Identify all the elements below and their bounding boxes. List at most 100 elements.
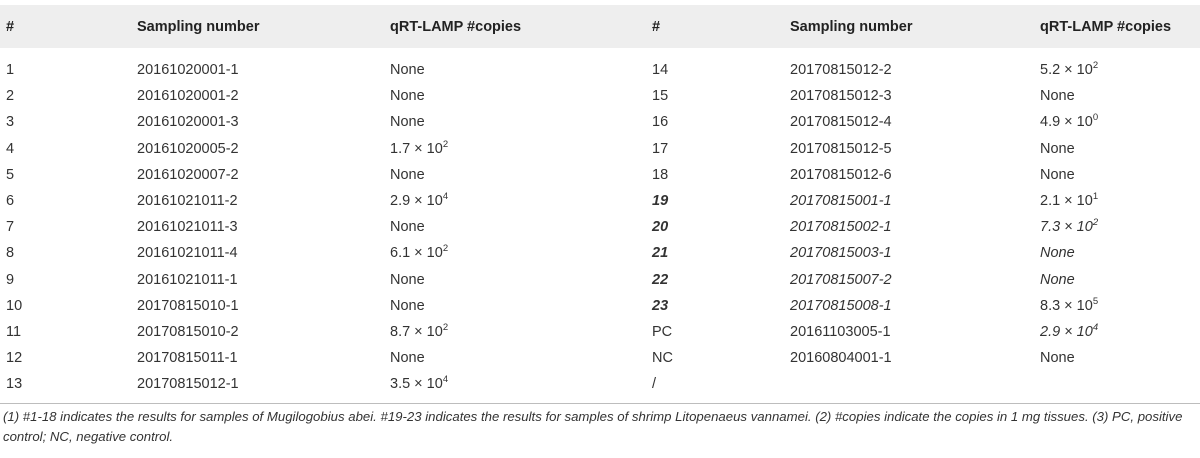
copies-value: 5.2 × 10: [1040, 62, 1093, 79]
table-row: 1 20161020001-1 None 14 20170815012-2 5.2 × 1…: [0, 48, 1200, 83]
cell-copies-right: 8.3 × 105: [1040, 293, 1200, 319]
cell-copies-left: None: [390, 214, 652, 240]
cell-num-right: PC: [652, 323, 673, 340]
cell-copies-left: None: [390, 48, 652, 83]
copies-value: None: [390, 350, 425, 367]
cell-num-left: 11: [6, 323, 22, 340]
table-row: 12 20170815011-1 None NC 20160804001-1 None: [0, 345, 1200, 371]
cell-copies-left: None: [390, 267, 652, 293]
cell-num-right: 22: [652, 271, 669, 288]
table-row: 8 20161021011-4 6.1 × 102 21 20170815003-1 No…: [0, 240, 1200, 266]
cell-num-right: 21: [652, 245, 669, 262]
cell-num-left: 7: [6, 219, 15, 236]
cell-sample-left: 20161021011-3: [137, 219, 238, 236]
cell-sample-right: 20160804001-1: [790, 350, 892, 367]
copies-value: 2.9 × 10: [1040, 323, 1093, 340]
cell-copies-left: None: [390, 109, 652, 135]
header-sample-right: Sampling number: [790, 5, 1040, 48]
copies-value: 1.7 × 10: [390, 140, 443, 157]
cell-sample-left: 20170815012-1: [137, 376, 239, 393]
cell-num-left: 12: [6, 350, 23, 367]
copies-exponent: 2: [1092, 217, 1099, 229]
cell-sample-left: 20170815010-1: [137, 297, 239, 314]
cell-num-left: 9: [6, 271, 15, 288]
cell-sample-right: 20170815012-5: [790, 140, 892, 157]
header-sample-left: Sampling number: [137, 5, 390, 48]
cell-copies-right: None: [1040, 83, 1200, 109]
table-row: 2 20161020001-2 None 15 20170815012-3 None: [0, 83, 1200, 109]
copies-exponent: 4: [442, 374, 449, 386]
copies-value: 8.7 × 10: [390, 323, 443, 340]
cell-num-right: /: [652, 376, 657, 393]
cell-num-right: 14: [652, 62, 669, 79]
copies-value: None: [390, 271, 425, 288]
table-row: 3 20161020001-3 None 16 20170815012-4 4.9 × 1…: [0, 109, 1200, 135]
table-row: 6 20161021011-2 2.9 × 104 19 20170815001-1 2.…: [0, 188, 1200, 214]
copies-value: None: [1040, 245, 1075, 262]
copies-value: None: [390, 297, 425, 314]
cell-copies-right: 4.9 × 100: [1040, 109, 1200, 135]
cell-sample-left: 20161020001-1: [137, 62, 239, 79]
table-row: 9 20161021011-1 None 22 20170815007-2 None: [0, 267, 1200, 293]
table-footnote: (1) #1-18 indicates the results for samp…: [3, 409, 1183, 444]
cell-num-right: 19: [652, 193, 669, 210]
cell-copies-left: 1.7 × 102: [390, 136, 652, 162]
copies-exponent: 2: [442, 138, 449, 150]
cell-sample-left: 20161021011-1: [137, 271, 238, 288]
cell-sample-left: 20161020005-2: [137, 140, 239, 157]
cell-num-left: 8: [6, 245, 15, 262]
copies-value: 4.9 × 10: [1040, 114, 1093, 131]
copies-exponent: 4: [442, 191, 449, 203]
header-num-left: #: [0, 5, 137, 48]
table-row: 11 20170815010-2 8.7 × 102 PC 20161103005-1 2…: [0, 319, 1200, 345]
cell-copies-left: 2.9 × 104: [390, 188, 652, 214]
cell-copies-right: None: [1040, 267, 1200, 293]
header-row: # Sampling number qRT-LAMP #copies # Sam…: [0, 5, 1200, 48]
copies-value: None: [390, 166, 425, 183]
cell-copies-left: None: [390, 293, 652, 319]
cell-sample-right: 20170815012-6: [790, 166, 892, 183]
copies-exponent: 0: [1092, 112, 1099, 124]
cell-copies-right: 2.1 × 101: [1040, 188, 1200, 214]
copies-exponent: 4: [1092, 321, 1099, 333]
cell-sample-right: 20170815008-1: [790, 297, 892, 314]
cell-num-left: 6: [6, 193, 15, 210]
cell-copies-left: None: [390, 345, 652, 371]
cell-copies-left: 6.1 × 102: [390, 240, 652, 266]
copies-exponent: 2: [1092, 60, 1099, 72]
cell-num-right: 15: [652, 88, 669, 105]
header-copies-left: qRT-LAMP #copies: [390, 5, 652, 48]
cell-copies-right: 5.2 × 102: [1040, 48, 1200, 83]
copies-exponent: 1: [1092, 191, 1099, 203]
header-copies-right: qRT-LAMP #copies: [1040, 5, 1200, 48]
cell-copies-left: 3.5 × 104: [390, 371, 652, 404]
cell-sample-right: 20170815001-1: [790, 193, 892, 210]
table-row: 13 20170815012-1 3.5 × 104/: [0, 371, 1200, 404]
cell-copies-right: None: [1040, 345, 1200, 371]
cell-num-right: 16: [652, 114, 669, 131]
copies-value: None: [390, 114, 425, 131]
cell-copies-left: None: [390, 162, 652, 188]
copies-value: None: [1040, 140, 1075, 157]
copies-value: 3.5 × 10: [390, 376, 443, 393]
cell-num-left: 2: [6, 88, 15, 105]
table-row: 10 20170815010-1 None 23 20170815008-1 8.3 × …: [0, 293, 1200, 319]
copies-value: None: [390, 88, 425, 105]
cell-copies-right: [1040, 371, 1200, 404]
cell-copies-right: None: [1040, 240, 1200, 266]
copies-value: 7.3 × 10: [1040, 219, 1093, 236]
cell-sample-left: 20161021011-4: [137, 245, 238, 262]
table-row: 7 20161021011-3 None 20 20170815002-1 7.3 × 1…: [0, 214, 1200, 240]
copies-value: 2.9 × 10: [390, 193, 443, 210]
cell-num-left: 4: [6, 140, 15, 157]
cell-copies-left: None: [390, 83, 652, 109]
cell-sample-right: 20170815012-3: [790, 88, 892, 105]
cell-sample-right: 20170815002-1: [790, 219, 892, 236]
cell-num-left: 1: [6, 62, 15, 79]
copies-value: None: [390, 219, 425, 236]
cell-num-right: 20: [652, 219, 669, 236]
header-num-right: #: [652, 5, 790, 48]
cell-num-left: 5: [6, 166, 15, 183]
copies-exponent: 5: [1092, 295, 1099, 307]
